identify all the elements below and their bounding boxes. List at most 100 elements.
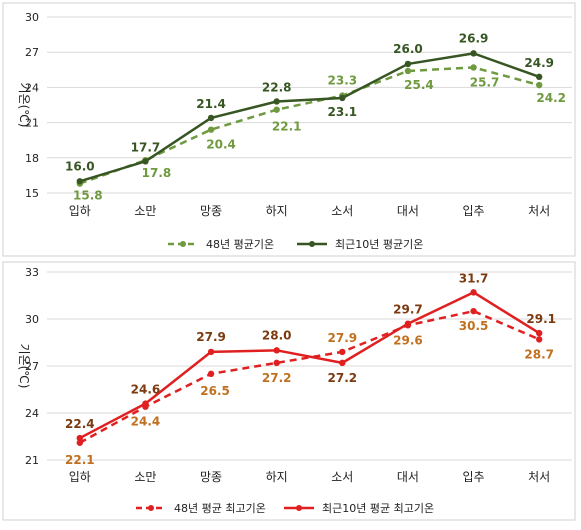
y-tick-label: 24 <box>25 407 39 420</box>
y-axis-label: 기온(℃) <box>17 344 31 389</box>
x-tick-label: 대서 <box>397 470 419 484</box>
x-tick-label: 망종 <box>200 204 222 218</box>
data-point <box>76 434 84 442</box>
data-label: 28.7 <box>524 347 554 361</box>
chart-1: 15 18 21 24 27 30 기온(℃) 입하 소만 망종 하지 소서 대서 입추 처서 15.8 17.… <box>2 2 576 257</box>
legend-label: 48년 평균기온 <box>206 238 274 251</box>
y-tick-label: 27 <box>25 46 39 59</box>
y-tick-label: 21 <box>25 454 39 467</box>
series-line <box>79 309 540 444</box>
data-label: 21.4 <box>196 97 226 111</box>
y-tick-label: 21 <box>25 117 39 130</box>
y-tick-label: 24 <box>25 81 39 94</box>
data-point <box>470 307 477 315</box>
data-label: 26.5 <box>200 384 230 398</box>
data-label: 30.5 <box>459 319 489 333</box>
legend-marker <box>309 241 315 247</box>
x-tick-label: 입하 <box>69 470 91 484</box>
legend-label: 최근10년 평균기온 <box>335 238 423 251</box>
data-label: 25.4 <box>404 78 434 92</box>
data-label: 29.6 <box>393 333 423 347</box>
data-point <box>142 158 149 165</box>
data-label: 29.7 <box>393 303 423 317</box>
x-tick-label: 대서 <box>397 204 419 218</box>
data-label: 17.7 <box>131 140 161 154</box>
data-label: 15.8 <box>73 189 103 203</box>
x-tick-label: 입추 <box>463 470 485 484</box>
data-point <box>535 81 543 89</box>
data-label: 24.9 <box>524 56 554 70</box>
x-tick-label: 처서 <box>528 204 550 218</box>
x-tick-label: 하지 <box>266 470 288 484</box>
data-point <box>207 348 215 356</box>
data-point <box>339 359 346 367</box>
x-tick-label: 소서 <box>331 470 353 484</box>
x-tick-label: 망종 <box>200 470 222 484</box>
data-label: 24.4 <box>131 415 161 429</box>
data-label: 27.9 <box>328 331 358 345</box>
data-point <box>207 114 215 122</box>
data-point <box>273 98 280 105</box>
legend-marker <box>148 505 154 511</box>
data-point <box>404 320 412 327</box>
data-label: 27.2 <box>262 371 292 385</box>
y-tick-label: 33 <box>25 266 39 279</box>
data-point <box>76 178 84 185</box>
data-label: 22.1 <box>65 453 95 467</box>
x-tick-label: 처서 <box>528 470 550 484</box>
series-line <box>79 66 540 185</box>
data-point <box>273 106 280 113</box>
y-tick-label: 15 <box>25 187 39 200</box>
data-label: 22.1 <box>272 120 302 134</box>
legend-label: 48년 평균 최고기온 <box>174 502 266 515</box>
y-tick-label: 27 <box>25 360 39 373</box>
data-label: 26.0 <box>393 42 423 56</box>
x-tick-label: 소만 <box>134 204 156 218</box>
legend-marker <box>180 241 186 247</box>
data-label: 23.1 <box>328 105 358 119</box>
data-point <box>339 94 346 102</box>
chart-frame <box>2 261 576 521</box>
data-label: 22.8 <box>262 80 292 94</box>
data-label: 24.2 <box>536 91 566 105</box>
x-tick-label: 소만 <box>134 470 156 484</box>
data-point <box>535 329 543 337</box>
series-line <box>79 291 540 440</box>
data-label: 16.0 <box>65 159 95 173</box>
x-tick-label: 하지 <box>266 204 288 218</box>
data-label: 24.6 <box>131 383 161 397</box>
data-point <box>470 64 477 71</box>
y-tick-label: 30 <box>25 313 39 326</box>
data-label: 26.9 <box>459 31 489 45</box>
data-label: 31.7 <box>459 271 489 285</box>
data-point <box>535 73 543 81</box>
data-label: 27.9 <box>196 330 226 344</box>
data-point <box>142 400 149 407</box>
x-tick-label: 소서 <box>331 204 353 218</box>
data-point <box>535 336 543 343</box>
data-point <box>404 60 412 68</box>
data-point <box>273 359 280 367</box>
data-point <box>470 289 477 296</box>
y-axis-label: 기온(℃) <box>17 83 31 128</box>
data-label: 28.0 <box>262 328 292 342</box>
data-point <box>273 347 280 354</box>
chart-2: 21 24 27 30 33 기온(℃) 입하 소만 망종 하지 소서 대서 입추 처서 22.1 24.4 2… <box>2 261 576 521</box>
data-point <box>404 67 412 75</box>
x-tick-label: 입하 <box>69 204 91 218</box>
data-point <box>76 439 84 446</box>
data-point <box>339 348 346 356</box>
data-label: 23.3 <box>328 74 358 88</box>
legend-marker <box>296 505 302 511</box>
data-label: 27.2 <box>328 371 358 385</box>
data-label: 29.1 <box>526 312 556 326</box>
data-label: 20.4 <box>206 138 236 152</box>
chart-frame <box>2 2 576 257</box>
x-tick-label: 입추 <box>463 204 485 218</box>
data-label: 25.7 <box>470 75 500 89</box>
y-tick-label: 18 <box>25 152 39 165</box>
legend-label: 최근10년 평균 최고기온 <box>322 502 434 515</box>
data-point <box>207 126 215 133</box>
